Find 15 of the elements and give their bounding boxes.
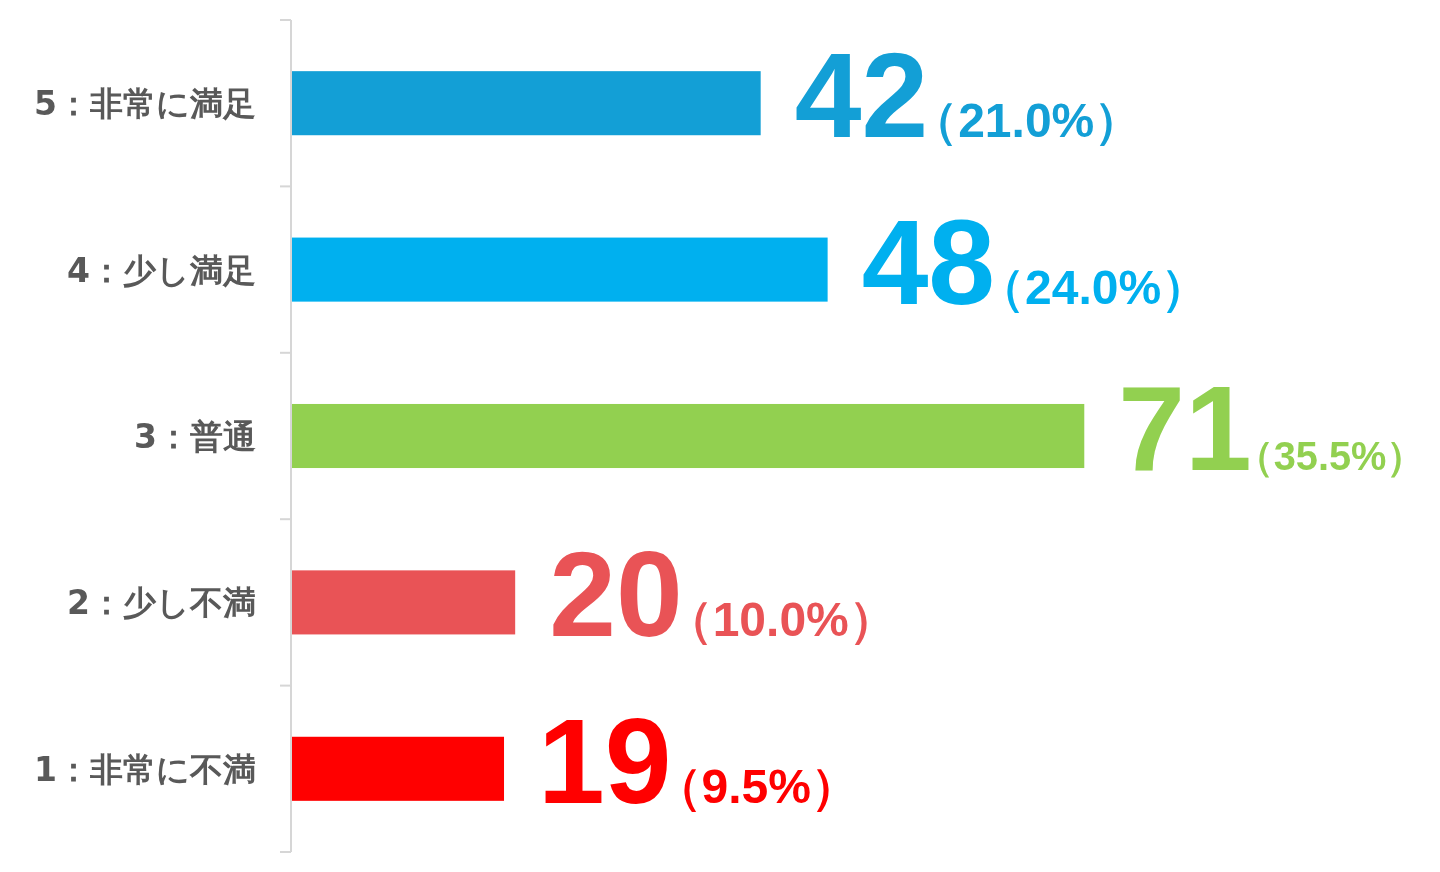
- bar: [292, 71, 761, 136]
- y-tick-label: 5：非常に満足: [34, 84, 256, 124]
- bar: [292, 736, 505, 801]
- bar: [292, 403, 1085, 469]
- data-label: 42（21.0%）: [794, 28, 1143, 163]
- bar: [292, 570, 516, 635]
- data-label: 19（9.5%）: [538, 693, 859, 828]
- y-tick-label: 1：非常に不満: [34, 749, 256, 789]
- y-tick-label: 4：少し満足: [67, 250, 256, 290]
- data-label: 48（24.0%）: [861, 194, 1210, 329]
- y-tick-label: 2：少し不満: [67, 583, 256, 623]
- y-tick-label: 3：普通: [134, 417, 256, 456]
- data-label: 20（10.0%）: [549, 527, 897, 662]
- data-label: 71（35.5%）: [1118, 361, 1427, 495]
- bar: [292, 237, 828, 302]
